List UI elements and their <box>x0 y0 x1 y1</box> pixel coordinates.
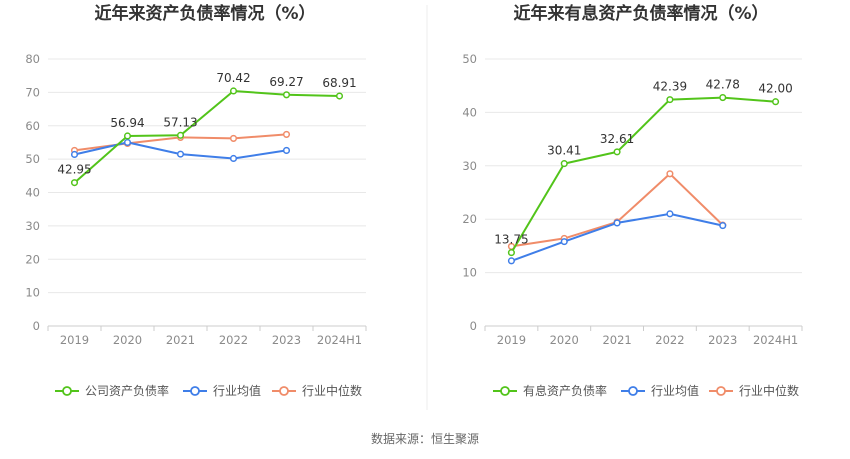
y-tick-label: 50 <box>25 152 40 166</box>
legend-label: 有息资产负债率 <box>523 383 607 398</box>
legend-swatch-marker <box>716 386 726 396</box>
y-tick-label: 40 <box>25 186 40 200</box>
data-point <box>70 179 79 187</box>
series-line <box>73 90 340 184</box>
data-label: 30.41 <box>547 144 581 158</box>
data-point <box>666 170 674 178</box>
data-point <box>666 210 674 218</box>
y-tick-label: 30 <box>462 159 477 173</box>
data-label: 32.61 <box>600 132 634 146</box>
y-tick-label: 0 <box>33 319 40 333</box>
chart-title: 近年来有息资产负债率情况（%） <box>513 3 768 24</box>
data-point <box>229 154 238 163</box>
legend-label: 行业均值 <box>651 383 699 398</box>
data-point <box>176 150 185 158</box>
data-label: 42.39 <box>653 80 687 94</box>
y-tick-label: 10 <box>462 266 477 280</box>
y-tick-label: 80 <box>25 52 40 66</box>
data-label: 42.78 <box>706 78 740 92</box>
x-tick-label: 2024H1 <box>317 333 362 347</box>
y-tick-label: 10 <box>25 286 40 300</box>
data-label: 57.13 <box>163 115 197 129</box>
data-point <box>229 87 238 95</box>
x-tick-label: 2023 <box>708 333 737 347</box>
y-tick-label: 60 <box>25 119 40 133</box>
data-point <box>123 132 132 140</box>
y-tick-label: 0 <box>470 319 477 333</box>
series-line <box>511 172 724 248</box>
data-label: 13.75 <box>494 233 528 247</box>
legend-swatch-marker <box>279 386 289 396</box>
legend-swatch-marker <box>190 386 200 396</box>
x-tick-label: 2021 <box>166 333 195 347</box>
data-point <box>560 160 568 168</box>
chart-panel-debt-ratio: 近年来资产负债率情况（%） 0 10 20 30 40 50 60 70 80 2019 2020 20… <box>25 3 367 398</box>
data-point <box>176 131 185 139</box>
y-tick-label: 20 <box>462 212 477 226</box>
x-tick-label: 2022 <box>655 333 684 347</box>
y-tick-label: 30 <box>25 219 40 233</box>
data-label: 42.00 <box>758 82 792 96</box>
y-tick-label: 20 <box>25 252 40 266</box>
x-tick-label: 2022 <box>219 333 248 347</box>
data-point <box>123 138 132 146</box>
legend-swatch-marker <box>628 386 638 396</box>
chart-title: 近年来资产负债率情况（%） <box>94 3 315 24</box>
data-label: 70.42 <box>216 71 250 85</box>
legend-label: 行业中位数 <box>302 383 362 398</box>
legend-swatch-marker <box>62 386 72 396</box>
x-tick-label: 2023 <box>272 333 301 347</box>
data-point <box>229 134 238 142</box>
data-label: 42.95 <box>57 163 91 177</box>
data-point <box>282 146 291 154</box>
legend-label: 行业中位数 <box>739 383 799 398</box>
data-point <box>282 91 291 99</box>
legend-label: 公司资产负债率 <box>85 383 169 398</box>
legend-swatch-marker <box>500 386 510 396</box>
data-point <box>560 238 568 246</box>
series-line <box>510 96 776 254</box>
data-label: 68.91 <box>322 76 356 90</box>
data-source-note: 数据来源：恒生聚源 <box>371 431 479 446</box>
data-point <box>70 150 79 159</box>
data-point <box>772 98 780 106</box>
chart-panel-interest-debt-ratio: 近年来有息资产负债率情况（%） 0 10 20 30 40 50 2019 2020 2021 20… <box>462 3 803 398</box>
data-point <box>613 219 621 227</box>
y-tick-label: 50 <box>462 52 477 66</box>
data-label: 56.94 <box>110 116 144 130</box>
x-tick-label: 2019 <box>497 333 526 347</box>
x-tick-label: 2020 <box>550 333 579 347</box>
x-tick-label: 2024H1 <box>753 333 798 347</box>
x-tick-label: 2019 <box>60 333 89 347</box>
data-point <box>666 96 674 104</box>
data-point <box>335 92 344 100</box>
data-point <box>507 249 515 257</box>
x-tick-label: 2021 <box>602 333 631 347</box>
data-point <box>613 148 621 156</box>
x-tick-label: 2020 <box>113 333 142 347</box>
data-point <box>719 222 727 230</box>
legend-label: 行业均值 <box>213 383 261 398</box>
y-tick-label: 40 <box>462 105 477 119</box>
data-label: 69.27 <box>269 75 303 89</box>
y-tick-label: 70 <box>25 85 40 99</box>
data-point <box>282 130 291 138</box>
data-point <box>719 94 727 102</box>
data-point <box>507 257 515 265</box>
